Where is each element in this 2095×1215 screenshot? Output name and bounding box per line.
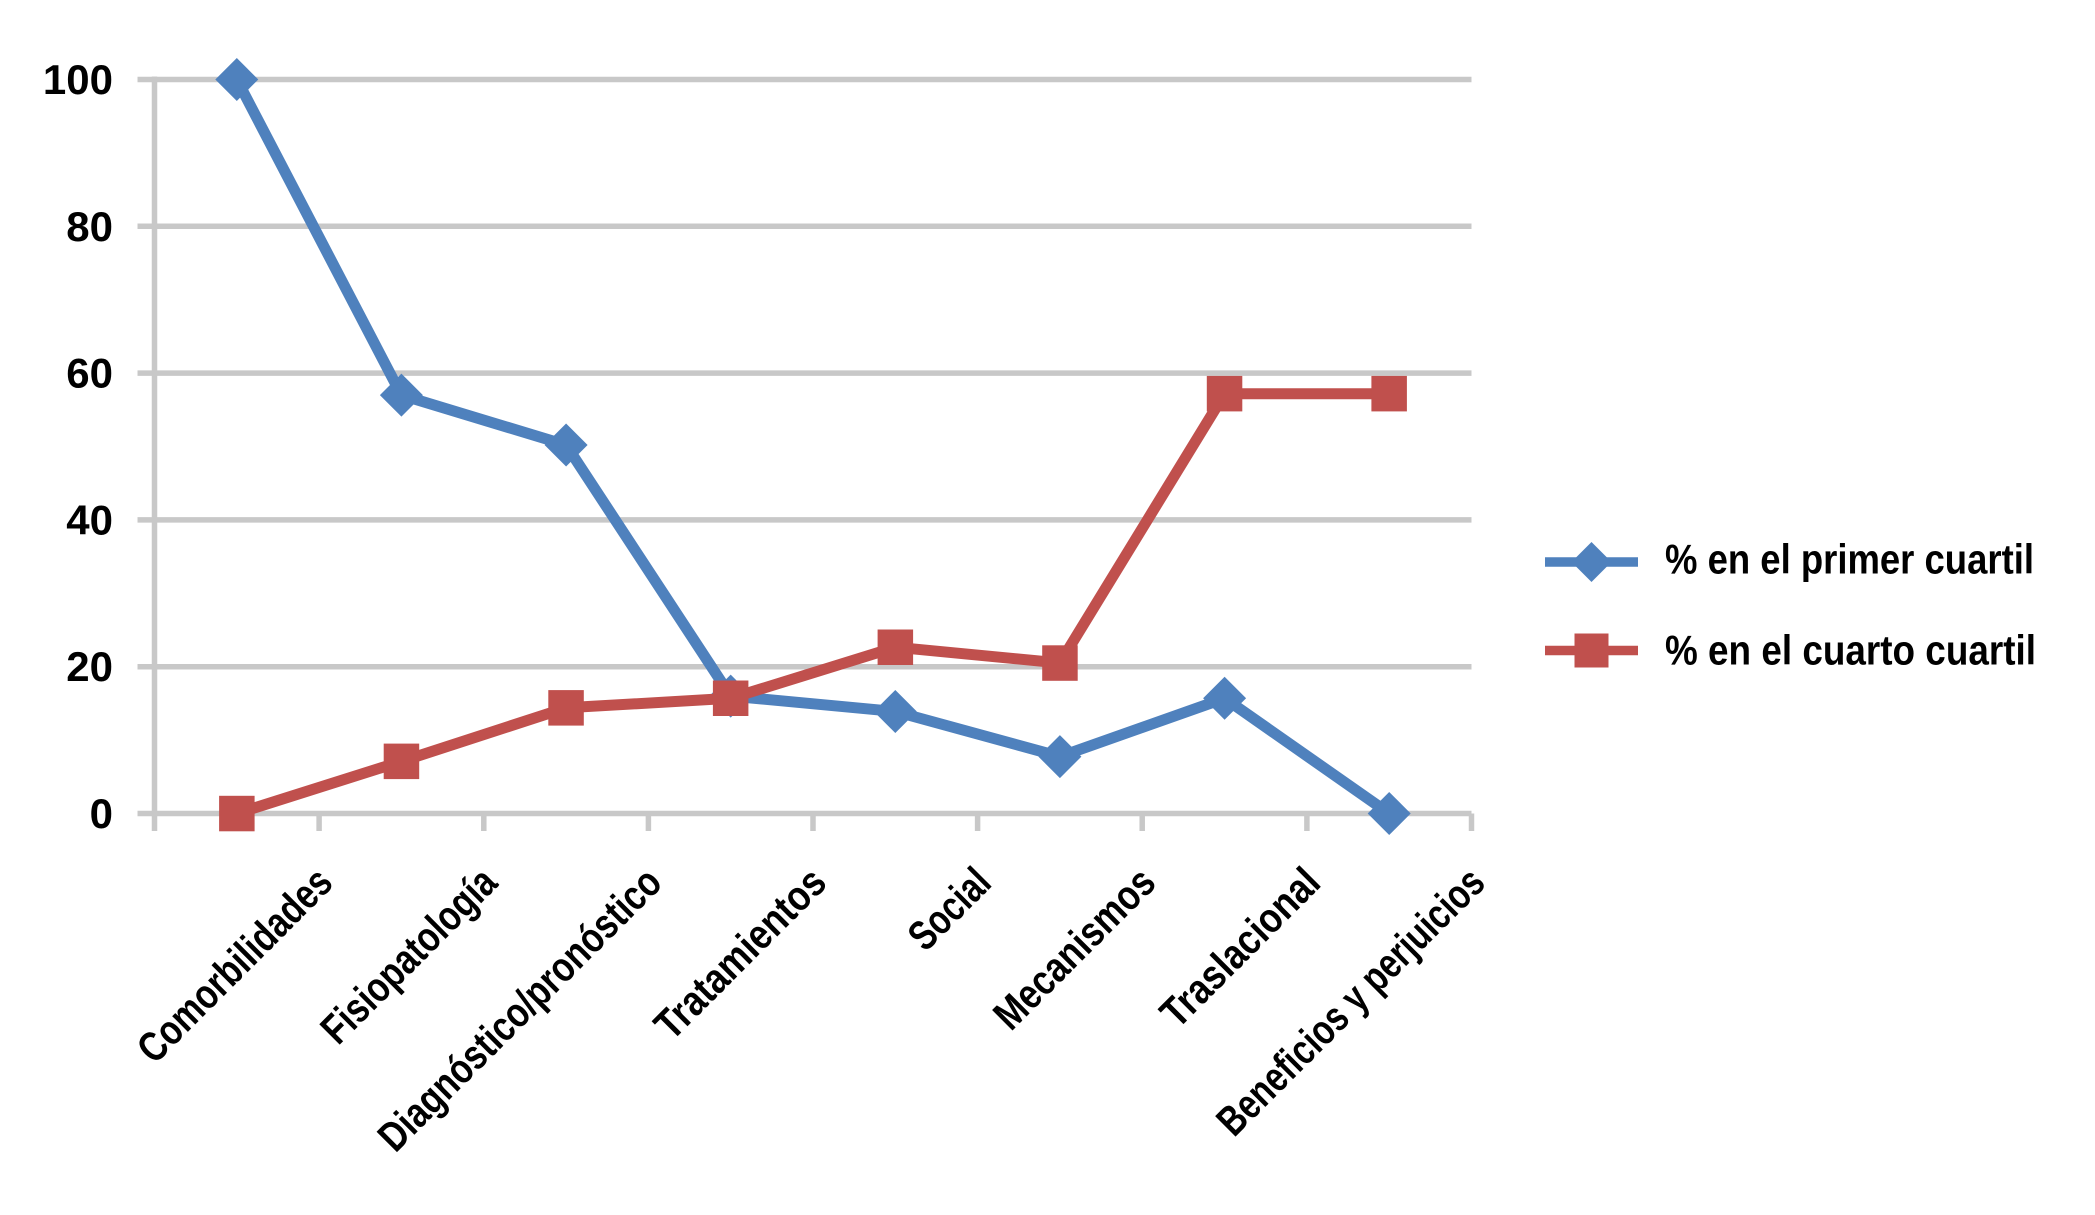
svg-text:Tratamientos: Tratamientos bbox=[645, 858, 835, 1048]
svg-text:60: 60 bbox=[66, 350, 113, 397]
svg-text:% en el primer cuartil: % en el primer cuartil bbox=[1665, 536, 2034, 583]
svg-text:80: 80 bbox=[66, 203, 113, 250]
svg-text:Beneficios y perjuicios: Beneficios y perjuicios bbox=[1207, 858, 1493, 1144]
svg-text:0: 0 bbox=[90, 790, 113, 837]
svg-text:Mecanismos: Mecanismos bbox=[984, 858, 1164, 1038]
svg-text:20: 20 bbox=[66, 643, 113, 690]
svg-text:100: 100 bbox=[43, 56, 113, 103]
svg-text:Social: Social bbox=[899, 858, 1000, 959]
svg-text:Traslacional: Traslacional bbox=[1151, 858, 1329, 1036]
svg-text:Comorbilidades: Comorbilidades bbox=[128, 858, 342, 1072]
svg-text:Diagnóstico/pronóstico: Diagnóstico/pronóstico bbox=[369, 858, 671, 1160]
svg-text:40: 40 bbox=[66, 496, 113, 543]
svg-text:% en el cuarto cuartil: % en el cuarto cuartil bbox=[1665, 627, 2036, 674]
